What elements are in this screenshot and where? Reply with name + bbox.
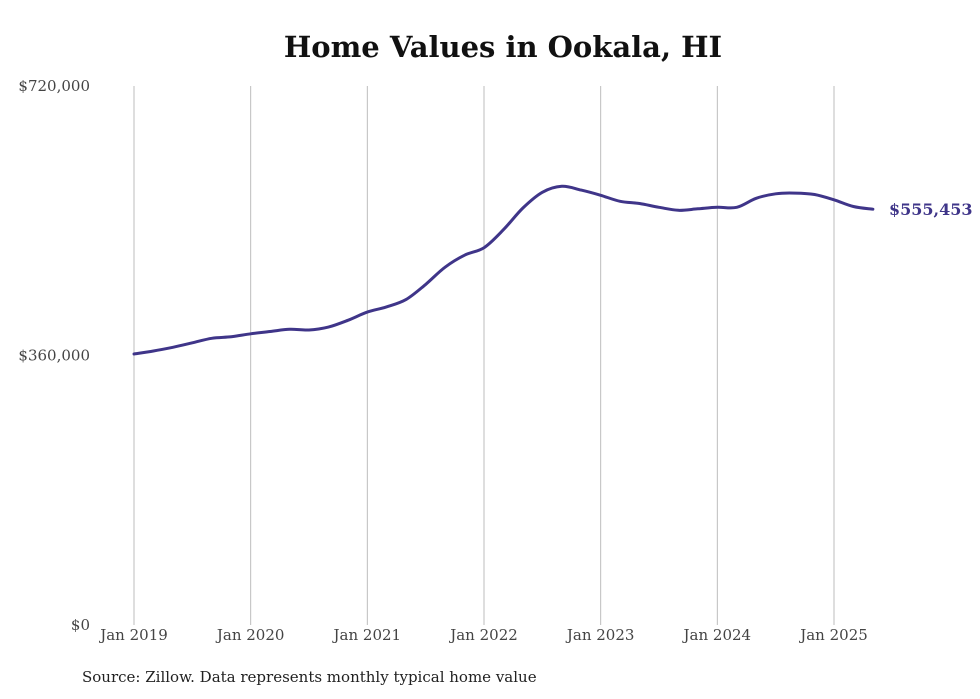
x-tick-label: Jan 2025	[798, 626, 868, 644]
x-tick-label: Jan 2019	[98, 626, 168, 644]
last-value-label: $555,453	[889, 200, 973, 219]
y-tick-label: $360,000	[18, 347, 90, 365]
x-axis-tick-labels: Jan 2019 Jan 2020 Jan 2021 Jan 2022 Jan 2023…	[98, 626, 868, 644]
gridlines	[133, 86, 835, 625]
y-tick-label: $720,000	[18, 77, 90, 95]
home-value-line	[132, 184, 875, 356]
y-tick-label: $0	[71, 616, 90, 634]
chart-title: Home Values in Ookala, HI	[283, 30, 723, 64]
y-axis-tick-labels: $0 $360,000 $720,000	[18, 77, 90, 634]
x-tick-label: Jan 2020	[215, 626, 285, 644]
x-tick-label: Jan 2024	[682, 626, 752, 644]
x-tick-label: Jan 2021	[332, 626, 402, 644]
x-tick-label: Jan 2022	[448, 626, 518, 644]
x-tick-label: Jan 2023	[565, 626, 635, 644]
source-note: Source: Zillow. Data represents monthly …	[82, 668, 537, 686]
